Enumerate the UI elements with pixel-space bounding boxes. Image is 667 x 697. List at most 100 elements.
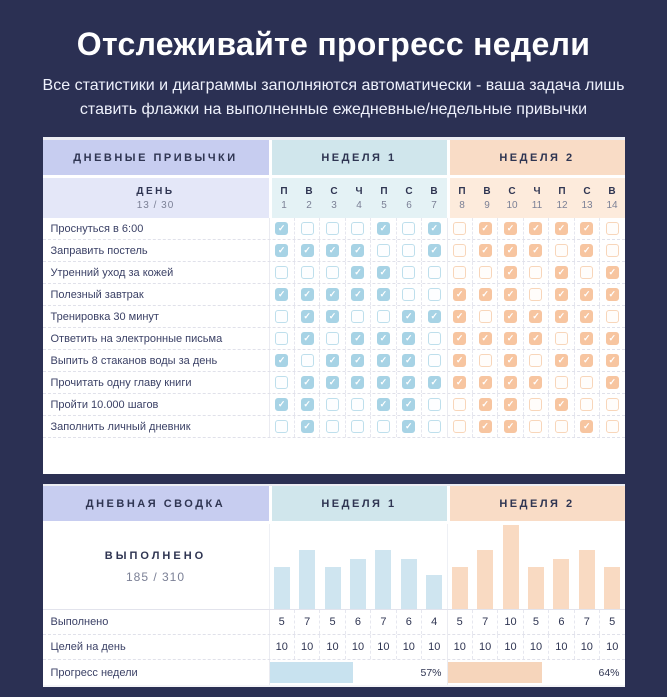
habit-checkbox[interactable] xyxy=(427,398,441,411)
habit-checkbox[interactable] xyxy=(300,354,314,367)
habit-checkbox[interactable]: ✓ xyxy=(326,244,340,257)
habit-checkbox[interactable] xyxy=(478,310,492,323)
habit-checkbox[interactable]: ✓ xyxy=(529,310,543,323)
habit-checkbox[interactable] xyxy=(529,420,543,433)
habit-checkbox[interactable]: ✓ xyxy=(351,266,365,279)
habit-checkbox[interactable] xyxy=(605,310,619,323)
habit-checkbox[interactable] xyxy=(402,288,416,301)
habit-checkbox[interactable]: ✓ xyxy=(554,222,568,235)
habit-checkbox[interactable]: ✓ xyxy=(300,398,314,411)
habit-checkbox[interactable]: ✓ xyxy=(453,376,467,389)
habit-checkbox[interactable] xyxy=(453,244,467,257)
habit-checkbox[interactable]: ✓ xyxy=(504,354,518,367)
habit-checkbox[interactable]: ✓ xyxy=(580,288,594,301)
habit-checkbox[interactable]: ✓ xyxy=(580,332,594,345)
habit-checkbox[interactable]: ✓ xyxy=(554,310,568,323)
habit-checkbox[interactable]: ✓ xyxy=(376,222,390,235)
habit-checkbox[interactable]: ✓ xyxy=(529,222,543,235)
habit-checkbox[interactable]: ✓ xyxy=(605,376,619,389)
habit-checkbox[interactable]: ✓ xyxy=(275,354,289,367)
habit-checkbox[interactable] xyxy=(402,266,416,279)
habit-checkbox[interactable] xyxy=(554,332,568,345)
habit-checkbox[interactable]: ✓ xyxy=(275,398,289,411)
habit-checkbox[interactable] xyxy=(453,398,467,411)
habit-checkbox[interactable] xyxy=(275,376,289,389)
habit-checkbox[interactable]: ✓ xyxy=(554,398,568,411)
habit-checkbox[interactable] xyxy=(478,354,492,367)
habit-checkbox[interactable]: ✓ xyxy=(402,354,416,367)
habit-checkbox[interactable] xyxy=(300,222,314,235)
habit-checkbox[interactable] xyxy=(427,420,441,433)
habit-checkbox[interactable] xyxy=(529,354,543,367)
habit-checkbox[interactable] xyxy=(275,266,289,279)
habit-checkbox[interactable] xyxy=(376,244,390,257)
habit-checkbox[interactable] xyxy=(529,398,543,411)
habit-checkbox[interactable]: ✓ xyxy=(326,288,340,301)
habit-checkbox[interactable]: ✓ xyxy=(504,244,518,257)
habit-checkbox[interactable] xyxy=(427,354,441,367)
habit-checkbox[interactable]: ✓ xyxy=(605,288,619,301)
habit-checkbox[interactable] xyxy=(351,420,365,433)
habit-checkbox[interactable] xyxy=(275,332,289,345)
habit-checkbox[interactable]: ✓ xyxy=(504,332,518,345)
habit-checkbox[interactable] xyxy=(402,244,416,257)
habit-checkbox[interactable]: ✓ xyxy=(580,244,594,257)
habit-checkbox[interactable] xyxy=(376,310,390,323)
habit-checkbox[interactable]: ✓ xyxy=(300,310,314,323)
habit-checkbox[interactable] xyxy=(351,310,365,323)
habit-checkbox[interactable]: ✓ xyxy=(275,288,289,301)
habit-checkbox[interactable]: ✓ xyxy=(529,244,543,257)
habit-checkbox[interactable]: ✓ xyxy=(478,398,492,411)
habit-checkbox[interactable] xyxy=(453,420,467,433)
habit-checkbox[interactable] xyxy=(580,266,594,279)
habit-checkbox[interactable]: ✓ xyxy=(427,222,441,235)
habit-checkbox[interactable] xyxy=(427,288,441,301)
habit-checkbox[interactable]: ✓ xyxy=(300,376,314,389)
habit-checkbox[interactable] xyxy=(376,420,390,433)
habit-checkbox[interactable] xyxy=(605,244,619,257)
habit-checkbox[interactable]: ✓ xyxy=(376,354,390,367)
habit-checkbox[interactable]: ✓ xyxy=(580,354,594,367)
habit-checkbox[interactable]: ✓ xyxy=(504,266,518,279)
habit-checkbox[interactable] xyxy=(453,222,467,235)
habit-checkbox[interactable] xyxy=(453,266,467,279)
habit-checkbox[interactable] xyxy=(275,310,289,323)
habit-checkbox[interactable]: ✓ xyxy=(504,398,518,411)
habit-checkbox[interactable]: ✓ xyxy=(605,354,619,367)
habit-checkbox[interactable] xyxy=(554,244,568,257)
habit-checkbox[interactable]: ✓ xyxy=(605,332,619,345)
habit-checkbox[interactable]: ✓ xyxy=(504,222,518,235)
habit-checkbox[interactable] xyxy=(300,266,314,279)
habit-checkbox[interactable] xyxy=(326,266,340,279)
habit-checkbox[interactable]: ✓ xyxy=(478,244,492,257)
habit-checkbox[interactable]: ✓ xyxy=(554,354,568,367)
habit-checkbox[interactable]: ✓ xyxy=(453,288,467,301)
habit-checkbox[interactable]: ✓ xyxy=(554,288,568,301)
habit-checkbox[interactable]: ✓ xyxy=(529,332,543,345)
habit-checkbox[interactable]: ✓ xyxy=(402,332,416,345)
habit-checkbox[interactable]: ✓ xyxy=(402,310,416,323)
habit-checkbox[interactable]: ✓ xyxy=(453,310,467,323)
habit-checkbox[interactable] xyxy=(605,420,619,433)
habit-checkbox[interactable]: ✓ xyxy=(504,288,518,301)
habit-checkbox[interactable]: ✓ xyxy=(453,332,467,345)
habit-checkbox[interactable] xyxy=(427,266,441,279)
habit-checkbox[interactable]: ✓ xyxy=(300,288,314,301)
habit-checkbox[interactable] xyxy=(427,332,441,345)
habit-checkbox[interactable]: ✓ xyxy=(326,354,340,367)
habit-checkbox[interactable]: ✓ xyxy=(478,288,492,301)
habit-checkbox[interactable]: ✓ xyxy=(351,376,365,389)
habit-checkbox[interactable]: ✓ xyxy=(554,266,568,279)
habit-checkbox[interactable]: ✓ xyxy=(402,398,416,411)
habit-checkbox[interactable]: ✓ xyxy=(351,332,365,345)
habit-checkbox[interactable] xyxy=(351,222,365,235)
habit-checkbox[interactable]: ✓ xyxy=(529,376,543,389)
habit-checkbox[interactable] xyxy=(580,376,594,389)
habit-checkbox[interactable] xyxy=(326,420,340,433)
habit-checkbox[interactable] xyxy=(580,398,594,411)
habit-checkbox[interactable] xyxy=(326,398,340,411)
habit-checkbox[interactable]: ✓ xyxy=(605,266,619,279)
habit-checkbox[interactable] xyxy=(402,222,416,235)
habit-checkbox[interactable]: ✓ xyxy=(453,354,467,367)
habit-checkbox[interactable]: ✓ xyxy=(580,420,594,433)
